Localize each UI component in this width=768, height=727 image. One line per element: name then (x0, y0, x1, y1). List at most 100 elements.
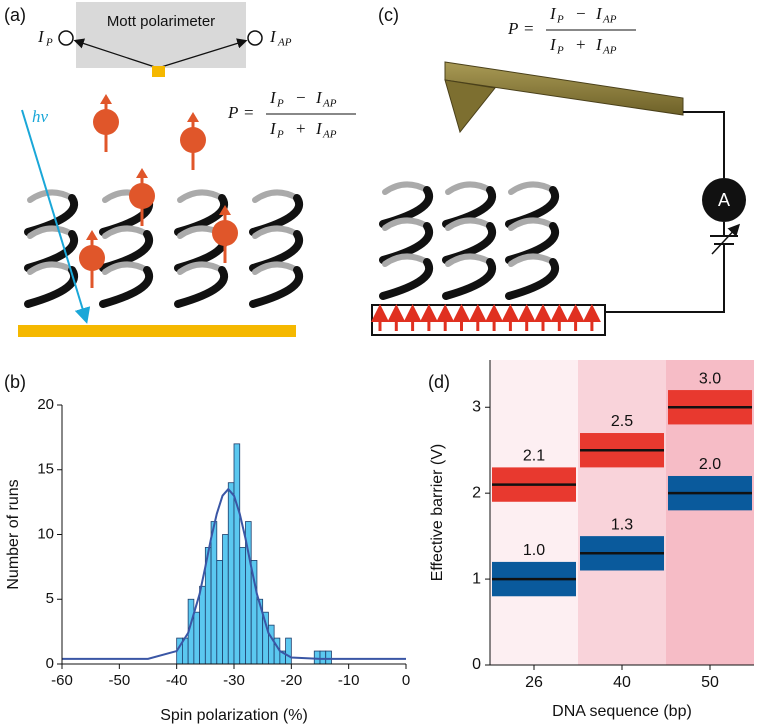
formula-symbol: I (269, 88, 277, 107)
formula-symbol: I (595, 4, 603, 23)
formula-symbol: I (549, 35, 557, 54)
value-label: 3.0 (699, 370, 721, 387)
detector (58, 30, 74, 46)
x-tick-label: -30 (223, 672, 245, 689)
y-tick-label: 5 (46, 590, 54, 607)
bar (267, 624, 275, 665)
x-tick-label: 0 (402, 672, 410, 689)
formula-sub: AP (602, 14, 617, 26)
helix-back (102, 261, 150, 275)
y-tick-label: 1 (472, 570, 481, 587)
y-axis-label: Effective barrier (V) (429, 444, 446, 582)
bar (319, 650, 327, 665)
instrument-label: Mott polarimeter (107, 13, 215, 30)
formula-symbol: I (269, 119, 277, 138)
detector-label: P (45, 37, 53, 49)
electron (180, 127, 206, 153)
x-tick-label: -10 (338, 672, 360, 689)
y-tick-label: 20 (37, 396, 54, 413)
ammeter (702, 178, 746, 222)
formula-sub: P (276, 129, 284, 141)
bar (216, 560, 223, 665)
spin-head (187, 112, 199, 122)
helix-back (177, 189, 225, 203)
helix-back (445, 253, 493, 267)
electron (129, 183, 155, 209)
substrate (18, 325, 296, 337)
bar (210, 521, 218, 665)
helix-back (102, 225, 150, 239)
cantilever (444, 61, 684, 116)
detector-label: AP (277, 37, 292, 49)
variable-arrow (711, 223, 741, 255)
value-label: 2.0 (699, 456, 721, 473)
x-tick-label: -20 (280, 672, 302, 689)
formula-symbol: I (315, 88, 323, 107)
formula-sub: P (276, 98, 284, 110)
formula-symbol: = (524, 19, 534, 38)
electron (212, 220, 238, 246)
panel-label: (c) (378, 5, 399, 25)
formula-sub: AP (322, 129, 337, 141)
helix-front (505, 258, 559, 300)
y-tick-label: 0 (46, 655, 54, 672)
bar (227, 482, 235, 665)
helix-front (24, 266, 78, 308)
helix-back (27, 189, 75, 203)
helix-back (382, 253, 430, 267)
x-axis-label: DNA sequence (bp) (552, 703, 692, 720)
bar (193, 611, 201, 665)
formula-symbol: + (576, 35, 586, 54)
arrow (73, 38, 159, 69)
bar (325, 650, 332, 665)
photon-label: hv (32, 107, 49, 126)
formula-symbol: + (296, 119, 306, 138)
formula-symbol: I (595, 35, 603, 54)
spin-head (100, 94, 112, 104)
bar (285, 637, 292, 665)
panel-label: (b) (4, 372, 26, 392)
helix-back (252, 189, 300, 203)
wire (605, 244, 725, 313)
formula-symbol: P (227, 103, 238, 122)
formula-sub: P (556, 14, 564, 26)
formula-symbol: I (315, 119, 323, 138)
x-tick-label: -60 (51, 672, 73, 689)
x-tick-label: 26 (525, 674, 543, 691)
y-tick-label: 15 (37, 461, 54, 478)
x-tick-label: 50 (701, 674, 719, 691)
helix-back (27, 261, 75, 275)
polarimeter-box (76, 2, 246, 68)
formula-symbol: − (296, 88, 306, 107)
photon-beam (21, 109, 91, 324)
bar (222, 534, 229, 665)
x-tick-label: -50 (108, 672, 130, 689)
helix-back (382, 217, 430, 231)
value-label: 2.5 (611, 413, 633, 430)
y-tick-label: 2 (472, 484, 481, 501)
helix-front (379, 258, 433, 300)
panel-label: (d) (428, 372, 450, 392)
detector (247, 30, 263, 46)
electrode (371, 304, 606, 336)
formula-symbol: I (549, 4, 557, 23)
y-tick-label: 0 (472, 656, 481, 673)
helix-back (508, 217, 556, 231)
spin-head (219, 205, 231, 215)
aperture (152, 66, 165, 77)
y-tick-label: 10 (37, 525, 54, 542)
helix-front (442, 258, 496, 300)
bar (239, 547, 246, 665)
formula-symbol: = (244, 103, 254, 122)
bar (199, 585, 206, 665)
detector-label: I (269, 27, 277, 46)
helix-back (445, 217, 493, 231)
electron (93, 109, 119, 135)
tip (444, 79, 496, 134)
helix-back (508, 181, 556, 195)
x-axis-label: Spin polarization (%) (160, 707, 308, 724)
panel-label: (a) (4, 5, 26, 25)
value-label: 1.0 (523, 542, 545, 559)
electron (79, 245, 105, 271)
